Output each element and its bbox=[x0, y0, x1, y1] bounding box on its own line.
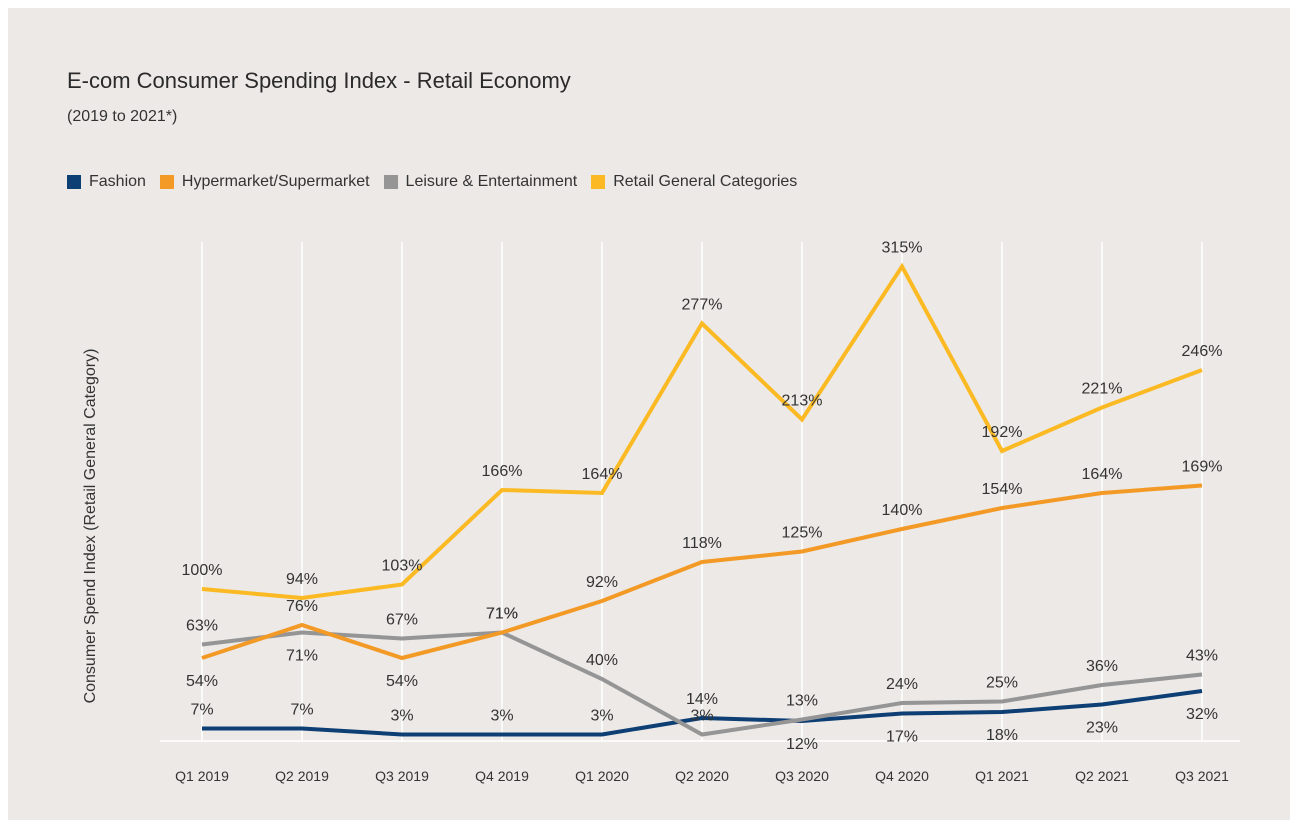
data-label: 154% bbox=[982, 481, 1023, 498]
data-label: 92% bbox=[586, 574, 618, 591]
x-tick-label: Q2 2020 bbox=[675, 768, 729, 784]
data-label: 140% bbox=[882, 502, 923, 519]
data-label: 166% bbox=[482, 463, 523, 480]
data-label: 7% bbox=[190, 702, 213, 719]
data-label: 3% bbox=[490, 708, 513, 725]
data-label: 277% bbox=[682, 297, 723, 314]
data-label: 71% bbox=[486, 606, 518, 623]
series-line bbox=[202, 689, 1203, 737]
x-tick-label: Q2 2021 bbox=[1075, 768, 1129, 784]
data-label: 54% bbox=[386, 673, 418, 690]
data-label: 164% bbox=[1082, 466, 1123, 483]
data-label: 3% bbox=[690, 708, 713, 725]
data-label: 71% bbox=[286, 648, 318, 665]
data-label: 100% bbox=[182, 562, 223, 579]
legend: Fashion Hypermarket/Supermarket Leisure … bbox=[67, 173, 811, 191]
legend-item-leisure: Leisure & Entertainment bbox=[383, 173, 578, 191]
legend-label-fashion: Fashion bbox=[89, 173, 146, 190]
x-tick-label: Q3 2021 bbox=[1175, 768, 1229, 784]
data-label: 18% bbox=[986, 727, 1018, 744]
data-label: 71% bbox=[486, 606, 518, 623]
data-label: 25% bbox=[986, 675, 1018, 692]
x-tick-label: Q3 2020 bbox=[775, 768, 829, 784]
legend-swatch-hypermarket bbox=[159, 175, 174, 189]
data-label: 23% bbox=[1086, 720, 1118, 737]
data-label: 118% bbox=[682, 535, 722, 552]
data-label: 315% bbox=[882, 240, 923, 257]
chart-title: E-com Consumer Spending Index - Retail E… bbox=[67, 68, 571, 93]
data-label: 17% bbox=[886, 729, 918, 746]
data-label: 169% bbox=[1182, 459, 1223, 476]
data-label: 43% bbox=[1186, 648, 1218, 665]
legend-swatch-fashion bbox=[67, 175, 81, 189]
data-label: 7% bbox=[290, 702, 313, 719]
data-label: 14% bbox=[686, 691, 718, 708]
data-label: 192% bbox=[982, 424, 1023, 441]
data-label: 40% bbox=[586, 652, 618, 669]
data-label: 54% bbox=[186, 673, 218, 690]
data-label: 76% bbox=[286, 598, 318, 615]
data-label: 94% bbox=[286, 571, 318, 588]
data-label: 63% bbox=[186, 618, 218, 635]
data-label: 24% bbox=[886, 676, 918, 693]
legend-label-leisure: Leisure & Entertainment bbox=[405, 173, 578, 190]
x-tick-label: Q2 2019 bbox=[275, 768, 329, 784]
chart-subtitle: (2019 to 2021*) bbox=[67, 108, 178, 125]
data-labels: 7% 7% 3% 3% 3%14%12% 17% 18% 23%32%54%76%54%71%… bbox=[182, 240, 1223, 754]
data-label: 213% bbox=[782, 393, 823, 410]
gridlines bbox=[201, 242, 1203, 741]
data-label: 32% bbox=[1186, 706, 1218, 723]
legend-swatch-leisure bbox=[383, 175, 398, 189]
data-label: 67% bbox=[386, 612, 418, 629]
x-tick-label: Q4 2020 bbox=[875, 768, 929, 784]
data-label: 13% bbox=[786, 693, 818, 710]
data-label: 103% bbox=[382, 558, 423, 575]
legend-item-hypermarket: Hypermarket/Supermarket bbox=[159, 173, 370, 191]
legend-swatch-retail-general bbox=[591, 175, 606, 189]
data-label: 12% bbox=[786, 736, 818, 753]
series-line bbox=[201, 262, 1203, 601]
x-tick-label: Q1 2021 bbox=[975, 768, 1029, 784]
series-line bbox=[201, 483, 1203, 661]
series-lines bbox=[201, 262, 1203, 737]
data-label: 221% bbox=[1082, 381, 1123, 398]
legend-label-retail-general: Retail General Categories bbox=[613, 173, 798, 190]
data-label: 3% bbox=[390, 708, 413, 725]
data-label: 3% bbox=[590, 708, 613, 725]
data-label: 125% bbox=[782, 525, 823, 542]
data-label: 246% bbox=[1182, 343, 1223, 360]
x-axis: Q1 2019 Q2 2019 Q3 2019 Q4 2019 Q1 2020 Q2 20… bbox=[160, 740, 1240, 784]
legend-item-fashion: Fashion bbox=[67, 173, 146, 191]
data-label: 36% bbox=[1086, 658, 1118, 675]
y-axis-label: Consumer Spend Index (Retail General Cat… bbox=[82, 349, 99, 704]
data-label: 164% bbox=[582, 466, 623, 483]
legend-item-retail-general: Retail General Categories bbox=[591, 173, 797, 191]
legend-label-hypermarket: Hypermarket/Supermarket bbox=[181, 173, 370, 190]
x-tick-label: Q4 2019 bbox=[475, 768, 529, 784]
series-line bbox=[201, 630, 1203, 737]
x-tick-label: Q3 2019 bbox=[375, 768, 429, 784]
x-tick-label: Q1 2020 bbox=[575, 768, 629, 784]
x-tick-label: Q1 2019 bbox=[175, 768, 229, 784]
